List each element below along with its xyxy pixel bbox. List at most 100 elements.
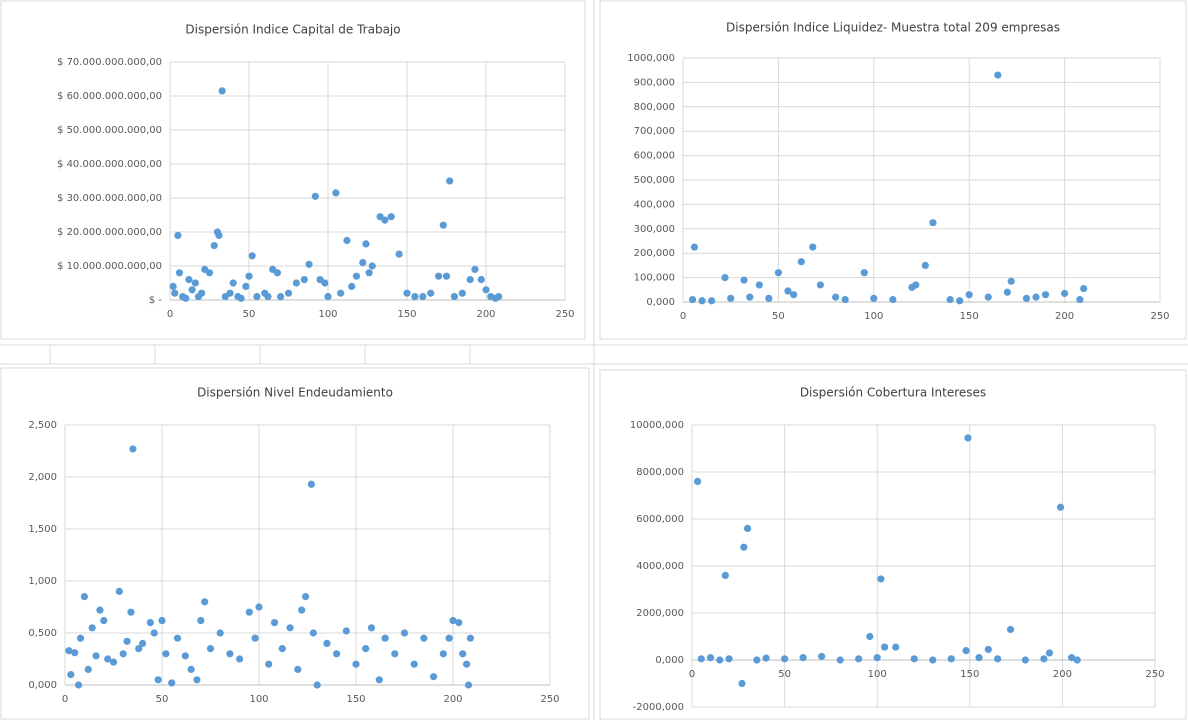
point <box>984 293 992 301</box>
point <box>799 654 807 662</box>
point <box>698 297 706 305</box>
y-tick-label: $ 20.000.000.000,00 <box>57 227 162 238</box>
x-tick-label: 200 <box>1055 311 1074 322</box>
point <box>387 213 395 221</box>
y-tick-label: 2,000 <box>28 472 57 483</box>
point <box>1045 649 1054 657</box>
point <box>439 221 447 229</box>
point <box>427 289 435 297</box>
point <box>1040 655 1048 663</box>
point <box>881 643 889 651</box>
point <box>1003 288 1011 296</box>
point <box>205 269 214 277</box>
point <box>251 634 259 642</box>
point <box>127 608 135 616</box>
point <box>362 240 370 248</box>
point <box>298 606 306 614</box>
point <box>725 655 733 663</box>
y-tick-label: $ 70.000.000.000,00 <box>57 57 162 68</box>
point <box>706 654 715 662</box>
point <box>946 295 954 304</box>
point <box>162 650 170 658</box>
chart-area <box>599 0 1187 340</box>
point <box>1056 503 1065 511</box>
point <box>337 289 345 297</box>
x-tick-label: 50 <box>778 669 791 680</box>
chart-title: Dispersión Indice Capital de Trabajo <box>185 23 400 37</box>
point <box>342 627 350 635</box>
x-tick-label: 50 <box>156 694 169 705</box>
point <box>168 679 176 687</box>
y-tick-label: 0,500 <box>28 628 57 639</box>
x-tick-label: 150 <box>960 669 979 680</box>
point <box>218 87 226 95</box>
point <box>435 272 443 280</box>
point <box>201 598 209 606</box>
point <box>450 293 458 301</box>
y-tick-label: 100,000 <box>634 273 675 284</box>
x-tick-label: 250 <box>1150 311 1169 322</box>
point <box>1007 277 1015 285</box>
point <box>841 295 849 304</box>
point <box>797 258 805 266</box>
point <box>877 575 885 583</box>
point <box>294 665 302 674</box>
point <box>264 293 272 301</box>
x-tick-label: 0 <box>689 669 695 680</box>
y-tick-label: 500,000 <box>634 175 675 186</box>
point <box>226 650 234 658</box>
chart-title: Dispersión Cobertura Intereses <box>800 386 986 400</box>
point <box>962 647 970 655</box>
y-tick-label: 800,000 <box>634 102 675 113</box>
point <box>688 295 697 304</box>
point <box>708 297 716 305</box>
point <box>1080 284 1088 293</box>
point <box>76 634 85 642</box>
point <box>375 676 383 684</box>
x-tick-label: 0 <box>680 311 686 322</box>
point <box>301 593 310 601</box>
point <box>912 281 920 289</box>
point <box>1021 656 1029 664</box>
point <box>174 231 182 239</box>
point <box>466 276 474 284</box>
point <box>284 289 293 297</box>
point <box>362 645 370 653</box>
point <box>74 681 83 689</box>
y-tick-label: $ 40.000.000.000,00 <box>57 159 162 170</box>
y-tick-label: 10000,000 <box>630 420 684 431</box>
chart-area <box>0 367 590 720</box>
point <box>210 242 218 250</box>
point <box>446 177 454 185</box>
point <box>286 624 294 632</box>
point <box>765 294 773 302</box>
point <box>1032 293 1040 301</box>
point <box>449 616 457 625</box>
point <box>135 645 143 653</box>
x-tick-label: 100 <box>864 311 883 322</box>
y-tick-label: 1,000 <box>28 576 57 587</box>
point <box>482 286 490 294</box>
point <box>755 281 763 289</box>
point <box>381 634 389 642</box>
point <box>984 645 992 654</box>
point <box>690 243 699 251</box>
x-tick-label: 100 <box>868 669 887 680</box>
point <box>193 676 201 684</box>
point <box>323 639 331 648</box>
point <box>395 250 403 258</box>
point <box>115 587 123 596</box>
y-tick-label: 400,000 <box>634 199 675 210</box>
point <box>458 289 466 297</box>
point <box>855 655 863 663</box>
point <box>321 279 329 287</box>
y-tick-label: 4000,000 <box>636 561 684 572</box>
point <box>245 608 253 616</box>
y-tick-label: 8000,000 <box>636 467 684 478</box>
point <box>873 654 881 662</box>
point <box>300 276 308 284</box>
y-tick-label: $ - <box>149 295 163 306</box>
point <box>311 192 319 200</box>
point <box>80 593 88 601</box>
